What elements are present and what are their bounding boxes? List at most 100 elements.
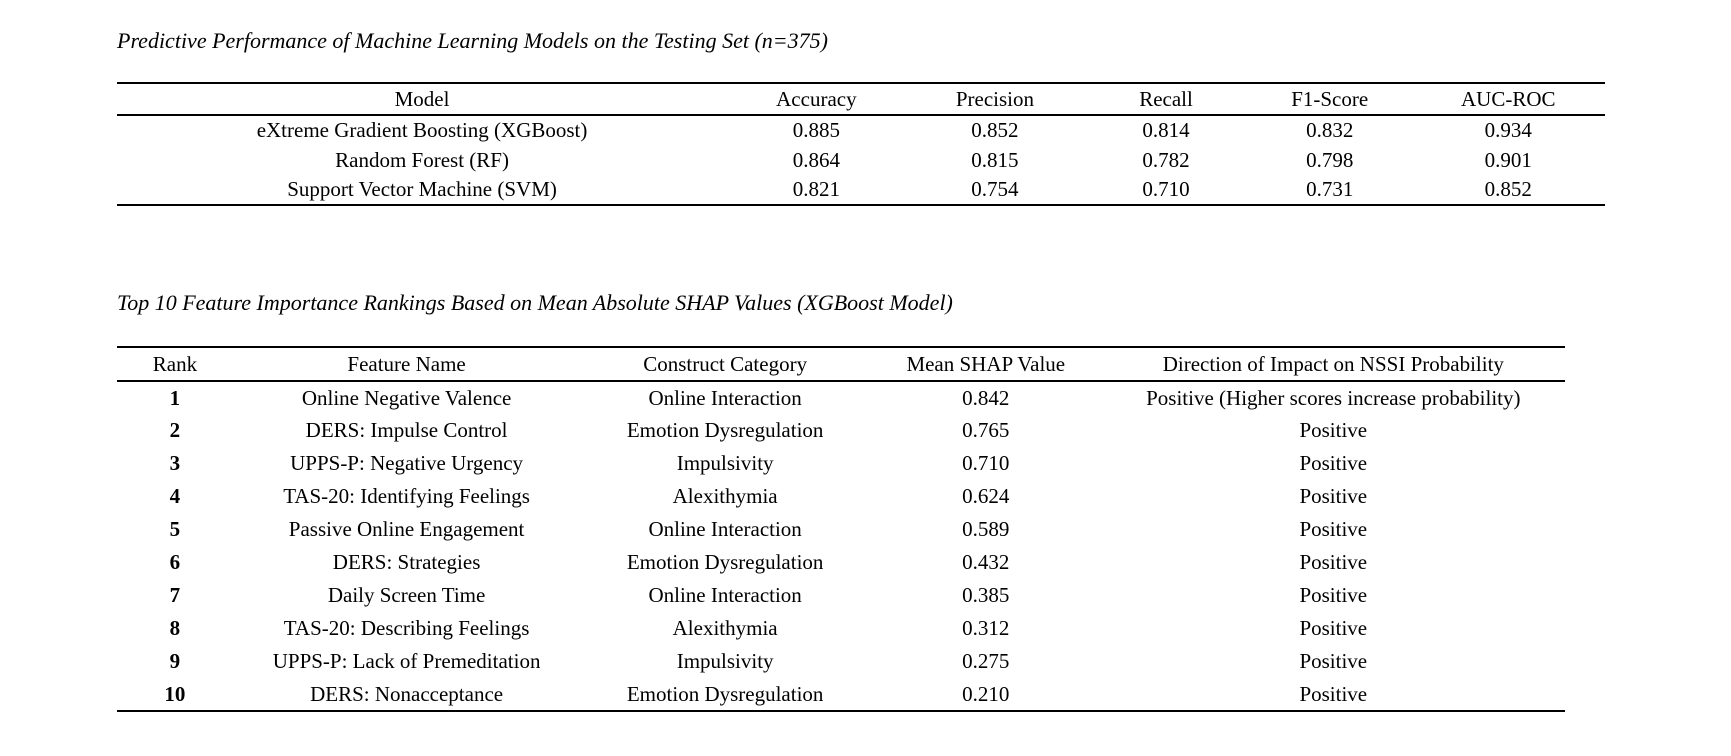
table-row: 6 DERS: Strategies Emotion Dysregulation… bbox=[117, 546, 1565, 579]
construct-category-cell: Alexithymia bbox=[672, 484, 778, 508]
direction-cell: Positive bbox=[1299, 681, 1368, 706]
feature-name-cell: TAS-20: Describing Feelings bbox=[283, 616, 530, 640]
header-row: Model Accuracy Precision Recall F1-Score… bbox=[117, 83, 1605, 115]
column-header-feature-name: Feature Name bbox=[347, 351, 466, 376]
feature-name-cell: DERS: Nonacceptance bbox=[310, 681, 504, 706]
column-header-mean-shap-value: Mean SHAP Value bbox=[906, 351, 1066, 376]
performance-table: Model Accuracy Precision Recall F1-Score… bbox=[117, 82, 1605, 206]
precision-cell: 0.754 bbox=[971, 177, 1019, 201]
model-name-cell: eXtreme Gradient Boosting (XGBoost) bbox=[256, 118, 588, 142]
feature-name-cell: DERS: Strategies bbox=[332, 550, 481, 574]
recall-cell: 0.814 bbox=[1142, 118, 1190, 142]
column-header-direction-of-impact: Direction of Impact on NSSI Probability bbox=[1162, 351, 1504, 376]
rank-cell: 3 bbox=[169, 451, 181, 475]
mean-shap-value-cell: 0.710 bbox=[962, 451, 1010, 475]
construct-category-cell: Online Interaction bbox=[648, 583, 802, 607]
performance-table-caption: Predictive Performance of Machine Learni… bbox=[117, 28, 828, 53]
f1-score-cell: 0.731 bbox=[1306, 177, 1354, 201]
column-header-auc-roc: AUC-ROC bbox=[1461, 86, 1556, 111]
table-row: 8 TAS-20: Describing Feelings Alexithymi… bbox=[117, 612, 1565, 645]
column-header-rank: Rank bbox=[152, 351, 198, 376]
f1-score-cell: 0.798 bbox=[1306, 147, 1354, 172]
construct-category-cell: Alexithymia bbox=[672, 616, 778, 640]
mean-shap-value-cell: 0.589 bbox=[962, 517, 1010, 541]
table-row: 1 Online Negative Valence Online Interac… bbox=[117, 381, 1565, 414]
table-row: Random Forest (RF) 0.864 0.815 0.782 0.7… bbox=[117, 145, 1605, 175]
rank-cell: 4 bbox=[169, 484, 181, 508]
table-row: 3 UPPS-P: Negative Urgency Impulsivity 0… bbox=[117, 447, 1565, 480]
rank-cell: 7 bbox=[169, 583, 181, 607]
direction-cell: Positive bbox=[1299, 550, 1368, 574]
rank-cell: 10 bbox=[164, 681, 186, 706]
rank-cell: 8 bbox=[169, 616, 181, 640]
auc-roc-cell: 0.934 bbox=[1484, 118, 1532, 142]
shap-table: Rank Feature Name Construct Category Mea… bbox=[117, 346, 1565, 712]
table-row: eXtreme Gradient Boosting (XGBoost) 0.88… bbox=[117, 115, 1605, 145]
table-row: 4 TAS-20: Identifying Feelings Alexithym… bbox=[117, 480, 1565, 513]
column-header-recall: Recall bbox=[1139, 86, 1193, 111]
direction-cell: Positive bbox=[1299, 649, 1368, 673]
feature-name-cell: UPPS-P: Lack of Premeditation bbox=[272, 649, 541, 673]
f1-score-cell: 0.832 bbox=[1306, 118, 1354, 142]
mean-shap-value-cell: 0.275 bbox=[962, 649, 1010, 673]
shap-table-header: Rank Feature Name Construct Category Mea… bbox=[117, 347, 1565, 381]
construct-category-cell: Online Interaction bbox=[648, 517, 802, 541]
header-row: Rank Feature Name Construct Category Mea… bbox=[117, 347, 1565, 381]
direction-cell: Positive bbox=[1299, 484, 1368, 508]
recall-cell: 0.710 bbox=[1142, 177, 1190, 201]
rank-cell: 1 bbox=[169, 385, 181, 410]
direction-cell: Positive (Higher scores increase probabi… bbox=[1146, 385, 1521, 410]
mean-shap-value-cell: 0.312 bbox=[962, 616, 1010, 640]
rank-cell: 5 bbox=[169, 517, 181, 541]
shap-table-caption: Top 10 Feature Importance Rankings Based… bbox=[117, 290, 953, 315]
direction-cell: Positive bbox=[1299, 451, 1368, 475]
column-header-accuracy: Accuracy bbox=[776, 86, 857, 111]
mean-shap-value-cell: 0.385 bbox=[962, 583, 1010, 607]
feature-name-cell: Online Negative Valence bbox=[301, 385, 512, 410]
construct-category-cell: Online Interaction bbox=[648, 385, 802, 410]
feature-name-cell: DERS: Impulse Control bbox=[305, 418, 508, 442]
shap-table-body: 1 Online Negative Valence Online Interac… bbox=[117, 381, 1565, 711]
performance-table-header: Model Accuracy Precision Recall F1-Score… bbox=[117, 83, 1605, 115]
mean-shap-value-cell: 0.765 bbox=[962, 418, 1010, 442]
column-header-model: Model bbox=[394, 86, 450, 111]
accuracy-cell: 0.864 bbox=[792, 147, 840, 172]
table-row: 10 DERS: Nonacceptance Emotion Dysregula… bbox=[117, 678, 1565, 711]
direction-cell: Positive bbox=[1299, 583, 1368, 607]
construct-category-cell: Emotion Dysregulation bbox=[626, 681, 824, 706]
table-row: 2 DERS: Impulse Control Emotion Dysregul… bbox=[117, 414, 1565, 447]
performance-table-body: eXtreme Gradient Boosting (XGBoost) 0.88… bbox=[117, 115, 1605, 205]
feature-name-cell: TAS-20: Identifying Feelings bbox=[283, 484, 530, 508]
feature-name-cell: Daily Screen Time bbox=[327, 583, 486, 607]
mean-shap-value-cell: 0.842 bbox=[962, 385, 1010, 410]
construct-category-cell: Impulsivity bbox=[676, 451, 774, 475]
precision-cell: 0.815 bbox=[971, 147, 1019, 172]
construct-category-cell: Emotion Dysregulation bbox=[626, 418, 824, 442]
mean-shap-value-cell: 0.210 bbox=[962, 681, 1010, 706]
feature-name-cell: Passive Online Engagement bbox=[288, 517, 525, 541]
table-row: 7 Daily Screen Time Online Interaction 0… bbox=[117, 579, 1565, 612]
table-row: 9 UPPS-P: Lack of Premeditation Impulsiv… bbox=[117, 645, 1565, 678]
construct-category-cell: Impulsivity bbox=[676, 649, 774, 673]
column-header-f1-score: F1-Score bbox=[1291, 86, 1369, 111]
feature-name-cell: UPPS-P: Negative Urgency bbox=[290, 451, 524, 475]
accuracy-cell: 0.885 bbox=[792, 118, 840, 142]
direction-cell: Positive bbox=[1299, 517, 1368, 541]
rank-cell: 6 bbox=[169, 550, 181, 574]
auc-roc-cell: 0.901 bbox=[1484, 147, 1532, 172]
rank-cell: 2 bbox=[169, 418, 181, 442]
auc-roc-cell: 0.852 bbox=[1484, 177, 1532, 201]
mean-shap-value-cell: 0.432 bbox=[962, 550, 1010, 574]
model-name-cell: Random Forest (RF) bbox=[335, 147, 509, 172]
recall-cell: 0.782 bbox=[1142, 147, 1190, 172]
column-header-precision: Precision bbox=[955, 86, 1034, 111]
accuracy-cell: 0.821 bbox=[792, 177, 840, 201]
model-name-cell: Support Vector Machine (SVM) bbox=[287, 177, 557, 201]
rank-cell: 9 bbox=[169, 649, 181, 673]
direction-cell: Positive bbox=[1299, 616, 1368, 640]
table-row: 5 Passive Online Engagement Online Inter… bbox=[117, 513, 1565, 546]
direction-cell: Positive bbox=[1299, 418, 1368, 442]
table-row: Support Vector Machine (SVM) 0.821 0.754… bbox=[117, 175, 1605, 205]
construct-category-cell: Emotion Dysregulation bbox=[626, 550, 824, 574]
